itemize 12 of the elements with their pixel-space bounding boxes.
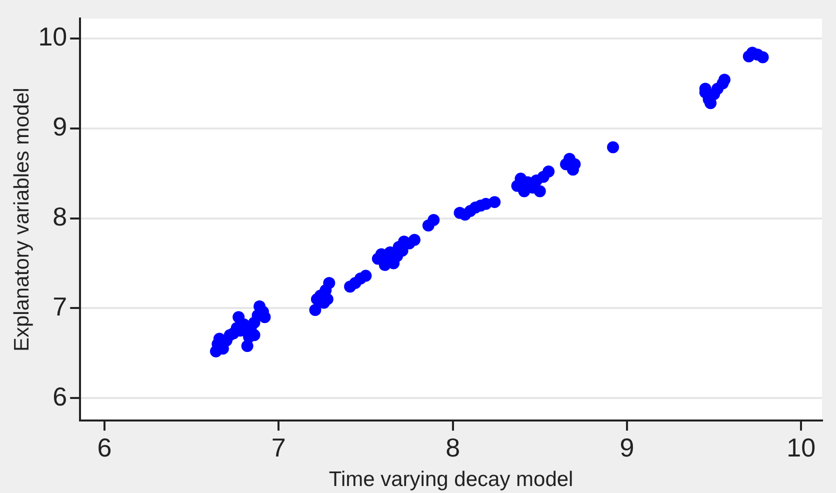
x-tick-label: 8 [446, 432, 460, 462]
y-tick-label: 10 [38, 22, 68, 52]
y-tick-label: 9 [52, 111, 68, 142]
x-tick-label: 7 [271, 432, 286, 462]
x-tick-label: 9 [620, 432, 634, 462]
x-axis-title: Time varying decay model [328, 468, 574, 492]
y-tick-label: 7 [52, 291, 68, 322]
x-tick-label: 10 [786, 432, 816, 462]
x-tick-label: 6 [97, 432, 112, 462]
y-axis-title: Explanatory variables model [10, 88, 34, 352]
y-tick-label: 6 [52, 381, 68, 412]
y-tick-label: 8 [52, 201, 68, 232]
